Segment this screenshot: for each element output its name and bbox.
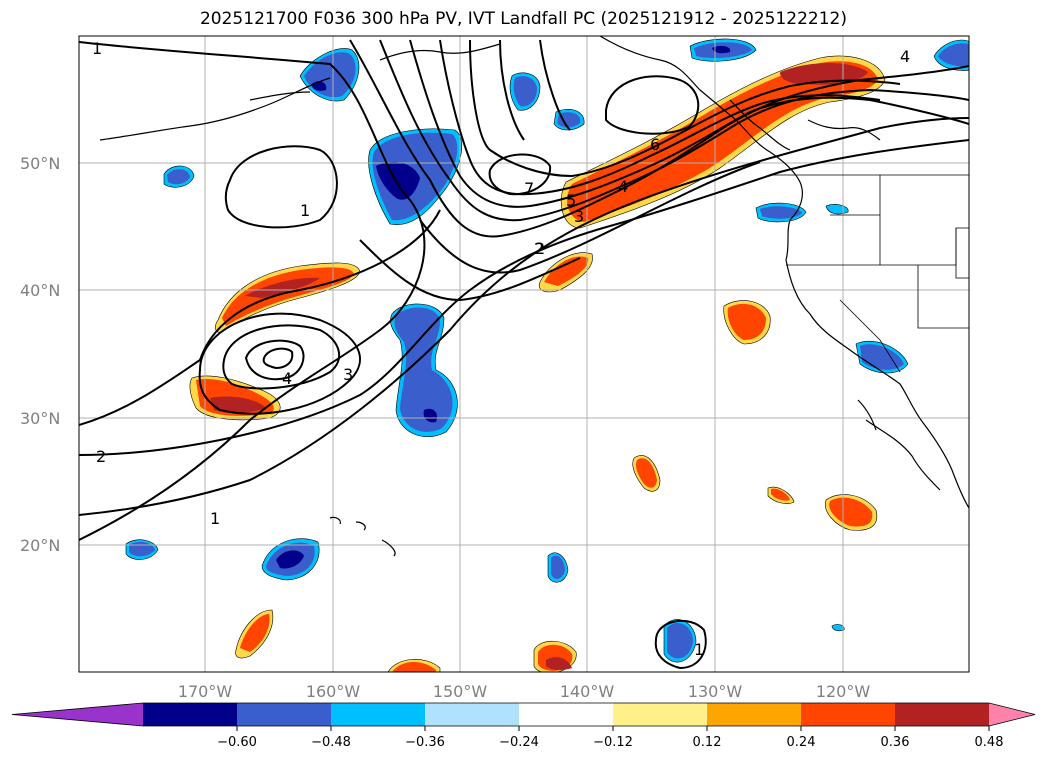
colorbar-extend-high: [989, 703, 1035, 726]
political-borders: [772, 174, 969, 373]
colorbar-tick-label: −0.48: [311, 735, 351, 750]
map-frame: [78, 35, 970, 673]
map-background: [79, 36, 969, 672]
lon-tick-label: 140°W: [560, 682, 615, 701]
colorbar-segment: [801, 703, 896, 726]
colorbar-segment: [237, 703, 332, 726]
lon-tick-label: 150°W: [433, 682, 488, 701]
lat-tick-label: 40°N: [20, 281, 60, 300]
coastlines: [99, 36, 969, 557]
contour-label: 3: [574, 207, 584, 226]
colorbar-segment: [707, 703, 802, 726]
colorbar-tick-label: −0.12: [593, 735, 633, 750]
colorbar-tick-label: 0.36: [881, 735, 910, 750]
colorbar-segment: [331, 703, 426, 726]
lon-tick-label: 130°W: [688, 682, 743, 701]
colorbar-tick-label: −0.36: [405, 735, 445, 750]
chart-title: 2025121700 F036 300 hPa PV, IVT Landfall…: [199, 9, 847, 29]
lon-tick-label: 170°W: [178, 682, 233, 701]
colorbar-tick-label: 0.48: [975, 735, 1004, 750]
contour-label: 1: [300, 201, 310, 220]
contour-label: 1: [92, 39, 102, 58]
pv-contours: [79, 39, 969, 670]
contour-label: 5: [566, 191, 576, 210]
contour-label: 2: [535, 239, 545, 258]
contour-label: 3: [343, 365, 353, 384]
contour-label: 4: [900, 47, 910, 66]
colorbar-tick-label: −0.60: [217, 735, 257, 750]
latitude-labels: 50°N 40°N 30°N 20°N: [20, 154, 60, 555]
colorbar-segment: [143, 703, 238, 726]
contour-label: 7: [524, 179, 534, 198]
colorbar-segment: [425, 703, 520, 726]
colorbar-extend-low: [12, 703, 143, 726]
lon-tick-label: 120°W: [816, 682, 871, 701]
colorbar-segment: [895, 703, 990, 726]
positive-pv-band-core: [567, 61, 878, 222]
lon-tick-label: 160°W: [306, 682, 361, 701]
contour-label: 1: [694, 640, 704, 659]
colorbar: −0.60 −0.48 −0.36 −0.24 −0.12 0.12 0.24 0.36 0.4…: [11, 702, 1036, 750]
contour-label: 1: [210, 509, 220, 528]
contour-label: 4: [282, 369, 292, 388]
contour-label: 2: [534, 239, 544, 258]
positive-pv-band-max: [780, 63, 868, 85]
contour-label: 4: [618, 177, 628, 196]
lat-tick-label: 20°N: [20, 536, 60, 555]
lat-tick-label: 50°N: [20, 154, 60, 173]
colorbar-tick-label: −0.24: [499, 735, 539, 750]
contour-label: 2: [96, 447, 106, 466]
colorbar-tick-label: 0.24: [787, 735, 816, 750]
colorbar-outline: [11, 702, 1036, 727]
contour-labels: 1 1 2 1 3 4 2 2 3 4 5 6 7 1 4: [92, 39, 910, 659]
colorbar-tick-label: 0.12: [693, 735, 722, 750]
colorbar-segment: [519, 703, 614, 726]
colorbar-segment: [613, 703, 708, 726]
gridlines: [79, 36, 969, 672]
lat-tick-label: 30°N: [20, 409, 60, 428]
contour-label: 6: [650, 135, 660, 154]
longitude-labels: 170°W 160°W 150°W 140°W 130°W 120°W: [178, 682, 871, 701]
